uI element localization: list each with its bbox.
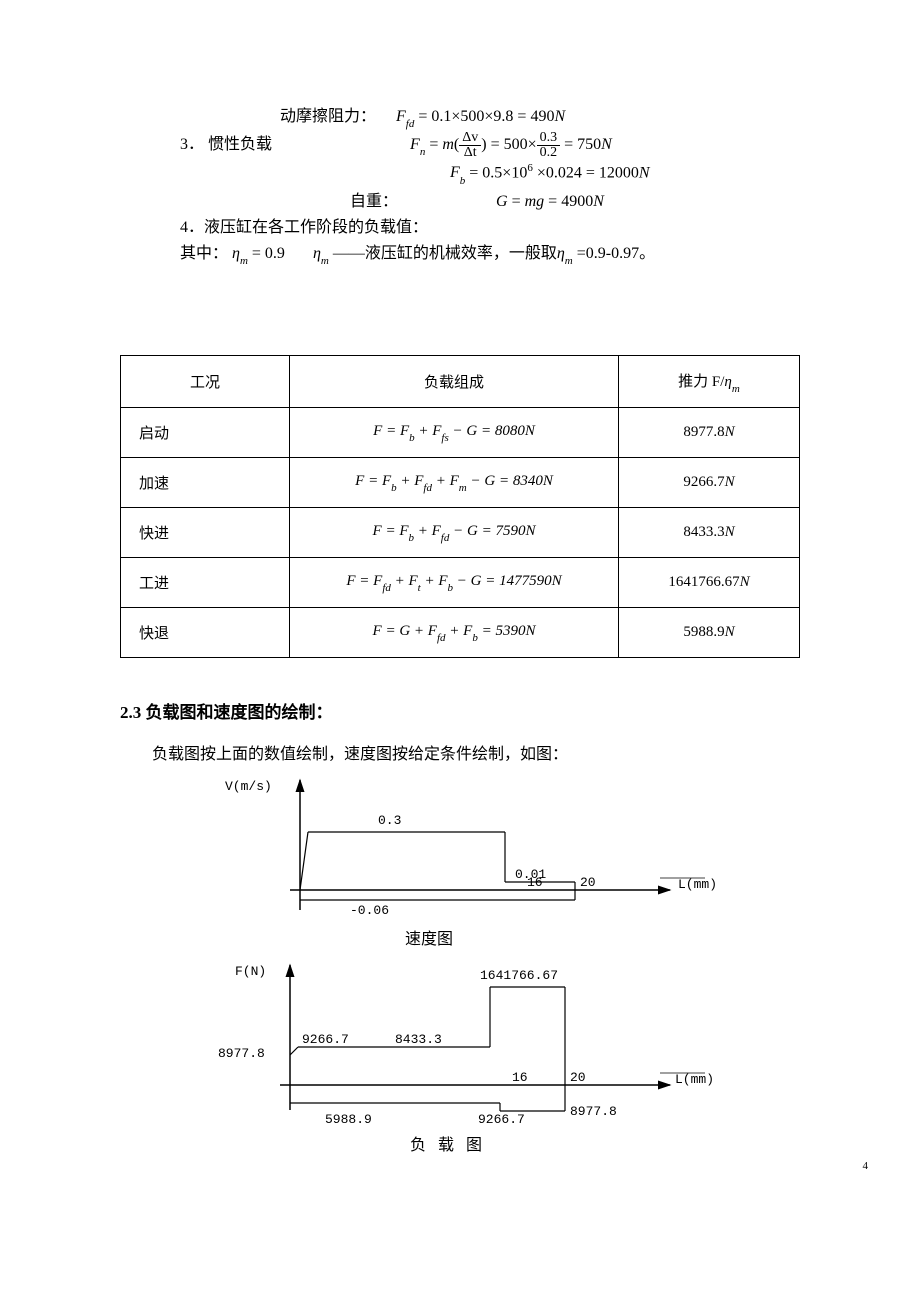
table-row: 快进 F = Fb + Ffd − G = 7590N 8433.3N bbox=[121, 507, 800, 557]
th-thrust: 推力 F/ηm bbox=[619, 355, 800, 407]
svg-text:16: 16 bbox=[512, 1070, 528, 1085]
svg-text:8977.8: 8977.8 bbox=[218, 1046, 265, 1061]
th-condition: 工况 bbox=[121, 355, 290, 407]
svg-text:L(mm): L(mm) bbox=[678, 877, 717, 892]
section-paragraph: 负载图按上面的数值绘制，速度图按给定条件绘制，如图： bbox=[120, 740, 800, 764]
svg-text:V(m/s): V(m/s) bbox=[225, 779, 272, 794]
eq-inertia: 3． 惯性负载 Fn = m(ΔvΔt) = 500×0.30.2 = 750N bbox=[180, 130, 800, 160]
svg-text:20: 20 bbox=[570, 1070, 586, 1085]
svg-text:9266.7: 9266.7 bbox=[302, 1032, 349, 1047]
svg-text:8433.3: 8433.3 bbox=[395, 1032, 442, 1047]
equations-block: 动摩擦阻力： Ffd = 0.1×500×9.8 = 490N 3． 惯性负载 … bbox=[120, 102, 800, 265]
svg-text:20: 20 bbox=[580, 875, 596, 890]
eq-friction: 动摩擦阻力： Ffd = 0.1×500×9.8 = 490N bbox=[280, 102, 800, 128]
svg-text:F(N): F(N) bbox=[235, 964, 266, 979]
section-heading: 2.3 负载图和速度图的绘制： bbox=[120, 698, 800, 723]
table-row: 启动 F = Fb + Ffs − G = 8080N 8977.8N bbox=[121, 407, 800, 457]
svg-text:负 载 图: 负 载 图 bbox=[410, 1136, 486, 1154]
table-row: 快退 F = G + Ffd + Fb = 5390N 5988.9N bbox=[121, 607, 800, 657]
weight-label: 自重： bbox=[350, 193, 398, 210]
th-composition: 负载组成 bbox=[290, 355, 619, 407]
svg-text:8977.8: 8977.8 bbox=[570, 1104, 617, 1119]
table-row: 工进 F = Ffd + Ft + Fb − G = 1477590N 1641… bbox=[121, 557, 800, 607]
page-number: 4 bbox=[863, 1160, 869, 1172]
table-header-row: 工况 负载组成 推力 F/ηm bbox=[121, 355, 800, 407]
svg-text:1641766.67: 1641766.67 bbox=[480, 968, 558, 983]
svg-text:速度图: 速度图 bbox=[405, 930, 453, 948]
eq-weight: 自重： G = mg = 4900N bbox=[350, 187, 800, 211]
svg-text:5988.9: 5988.9 bbox=[325, 1112, 372, 1127]
speed-chart: V(m/s) 0.3 0.01 16 20 L(mm) -0.06 速度图 bbox=[180, 770, 740, 950]
svg-text:0.3: 0.3 bbox=[378, 813, 401, 828]
eq-fb: Fb = 0.5×106 ×0.024 = 12000N bbox=[450, 162, 800, 185]
eta-line: 其中： ηm = 0.9 ηm ——液压缸的机械效率，一般取ηm =0.9-0.… bbox=[180, 239, 800, 265]
diagram-area: V(m/s) 0.3 0.01 16 20 L(mm) -0.06 速度图 F(… bbox=[120, 770, 800, 1160]
table-row: 加速 F = Fb + Ffd + Fm − G = 8340N 9266.7N bbox=[121, 457, 800, 507]
svg-text:9266.7: 9266.7 bbox=[478, 1112, 525, 1127]
inertia-no: 3． bbox=[180, 136, 204, 153]
svg-text:L(mm): L(mm) bbox=[675, 1072, 714, 1087]
svg-text:16: 16 bbox=[527, 875, 543, 890]
load-table: 工况 负载组成 推力 F/ηm 启动 F = Fb + Ffs − G = 80… bbox=[120, 355, 800, 658]
inertia-label: 惯性负载 bbox=[208, 136, 272, 153]
svg-text:-0.06: -0.06 bbox=[350, 903, 389, 918]
item4-line: 4．液压缸在各工作阶段的负载值： bbox=[180, 213, 800, 237]
load-chart: F(N) 1641766.67 8977.8 9266.7 8433.3 16 … bbox=[150, 955, 730, 1160]
friction-label: 动摩擦阻力： bbox=[280, 108, 376, 125]
